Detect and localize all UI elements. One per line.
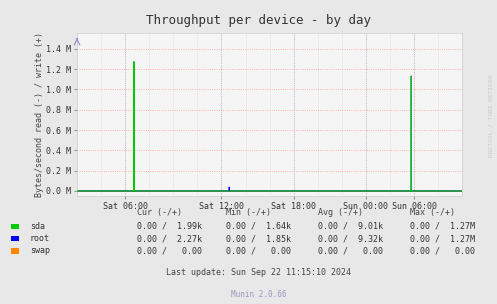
Text: Avg (-/+): Avg (-/+) [318, 208, 363, 217]
Text: Cur (-/+): Cur (-/+) [137, 208, 182, 217]
Text: 0.00 /  9.32k: 0.00 / 9.32k [318, 234, 383, 243]
Text: 0.00 /  1.64k: 0.00 / 1.64k [226, 222, 291, 231]
Text: RRDTOOL / TOBI OETIKER: RRDTOOL / TOBI OETIKER [488, 74, 493, 157]
Text: 0.00 /  1.99k: 0.00 / 1.99k [137, 222, 202, 231]
Text: 0.00 /  1.85k: 0.00 / 1.85k [226, 234, 291, 243]
Text: root: root [30, 234, 50, 243]
Text: Munin 2.0.66: Munin 2.0.66 [231, 290, 286, 299]
Text: sda: sda [30, 222, 45, 231]
Text: Last update: Sun Sep 22 11:15:10 2024: Last update: Sun Sep 22 11:15:10 2024 [166, 268, 351, 277]
Text: 0.00 /  2.27k: 0.00 / 2.27k [137, 234, 202, 243]
Y-axis label: Bytes/second read (-) / write (+): Bytes/second read (-) / write (+) [35, 32, 44, 197]
Text: 0.00 /  1.27M: 0.00 / 1.27M [410, 234, 475, 243]
Text: 0.00 /  1.27M: 0.00 / 1.27M [410, 222, 475, 231]
Text: 0.00 /  9.01k: 0.00 / 9.01k [318, 222, 383, 231]
Text: 0.00 /   0.00: 0.00 / 0.00 [318, 246, 383, 255]
Text: 0.00 /   0.00: 0.00 / 0.00 [226, 246, 291, 255]
Text: swap: swap [30, 246, 50, 255]
Text: Min (-/+): Min (-/+) [226, 208, 271, 217]
Text: Throughput per device - by day: Throughput per device - by day [146, 14, 371, 27]
Text: 0.00 /   0.00: 0.00 / 0.00 [410, 246, 475, 255]
Text: Max (-/+): Max (-/+) [410, 208, 455, 217]
Text: 0.00 /   0.00: 0.00 / 0.00 [137, 246, 202, 255]
